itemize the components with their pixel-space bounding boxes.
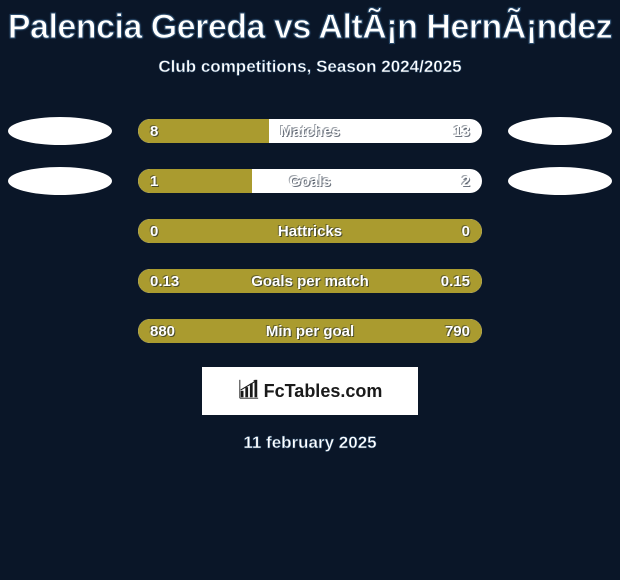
stat-left-value: 8 (150, 119, 158, 143)
stat-bar: 0.13 0.15 Goals per match (138, 269, 482, 293)
logo-box: FcTables.com (202, 367, 418, 415)
stat-row: 8 13 Matches (0, 117, 620, 145)
stat-bar: 880 790 Min per goal (138, 319, 482, 343)
date-text: 11 february 2025 (0, 433, 620, 453)
stat-left-value: 880 (150, 319, 175, 343)
player-left-marker (8, 117, 112, 145)
stat-label: Goals per match (251, 269, 369, 293)
stat-right-value: 13 (453, 119, 470, 143)
stat-row: 0 0 Hattricks (0, 217, 620, 245)
subtitle: Club competitions, Season 2024/2025 (0, 57, 620, 77)
stat-label: Hattricks (278, 219, 342, 243)
stat-right-value: 0.15 (441, 269, 470, 293)
stat-label: Goals (289, 169, 331, 193)
stat-label: Matches (280, 119, 340, 143)
stat-label: Min per goal (266, 319, 354, 343)
bar-chart-icon (238, 378, 260, 405)
page-title: Palencia Gereda vs AltÃ¡n HernÃ¡ndez (0, 8, 620, 47)
stat-right-value: 0 (462, 219, 470, 243)
logo-text: FcTables.com (264, 381, 383, 402)
stat-left-value: 1 (150, 169, 158, 193)
stat-left-value: 0.13 (150, 269, 179, 293)
stat-right-value: 2 (462, 169, 470, 193)
stat-right-value: 790 (445, 319, 470, 343)
stat-row: 0.13 0.15 Goals per match (0, 267, 620, 295)
stat-bar: 8 13 Matches (138, 119, 482, 143)
stat-row: 1 2 Goals (0, 167, 620, 195)
stat-rows: 8 13 Matches 1 2 Goals 0 0 Hattricks 0.13 0.15 Goal… (0, 117, 620, 345)
player-right-marker (508, 167, 612, 195)
stat-bar: 1 2 Goals (138, 169, 482, 193)
stat-bar: 0 0 Hattricks (138, 219, 482, 243)
player-right-marker (508, 117, 612, 145)
player-left-marker (8, 167, 112, 195)
stat-row: 880 790 Min per goal (0, 317, 620, 345)
stat-left-value: 0 (150, 219, 158, 243)
